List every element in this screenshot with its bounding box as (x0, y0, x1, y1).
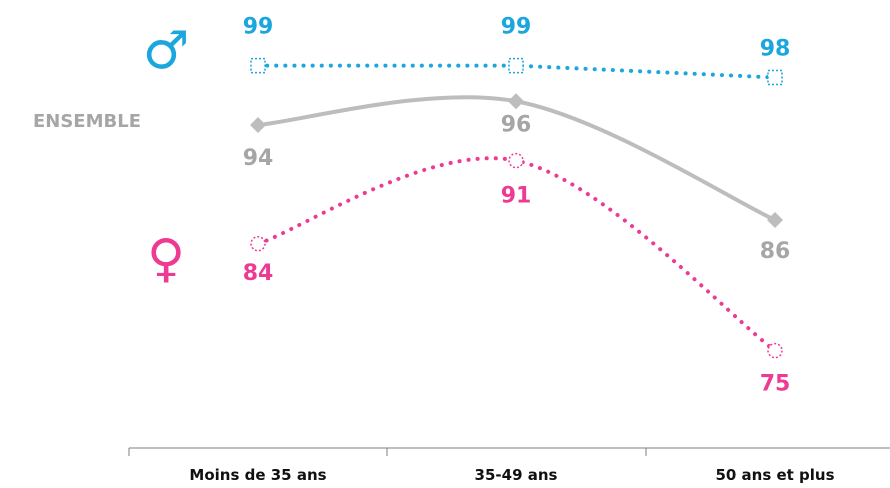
data-label-s1-2: 99 (501, 15, 532, 40)
data-point-s2-3 (767, 212, 783, 228)
data-point-s3-2 (508, 152, 524, 169)
data-label-s2-3: 86 (760, 239, 791, 264)
data-point-s1-1 (250, 57, 266, 74)
data-label-s3-1: 84 (243, 261, 274, 286)
data-point-s2-1 (250, 117, 266, 133)
data-label-s2-2: 96 (501, 112, 532, 137)
data-point-s1-2 (508, 57, 524, 74)
data-point-s1-3 (767, 69, 783, 86)
x-tick-label: Moins de 35 ans (189, 466, 326, 484)
male-symbol-icon: ♂ (143, 21, 190, 81)
x-tick-label: 50 ans et plus (715, 466, 834, 484)
data-point-s3-1 (250, 236, 266, 252)
data-label-s3-2: 91 (501, 184, 532, 209)
data-label-s1-3: 98 (760, 37, 791, 62)
data-label-s2-1: 94 (243, 146, 274, 171)
series-layer: 99 99 98 94 96 86 84 91 75 (243, 15, 791, 397)
data-label-s1-1: 99 (243, 15, 274, 40)
data-label-s3-3: 75 (760, 372, 791, 397)
series-label-ensemble: ENSEMBLE (33, 111, 141, 132)
female-symbol-icon: ♀ (147, 229, 185, 289)
series-line-3 (256, 156, 777, 353)
x-axis: Moins de 35 ans 35-49 ans 50 ans et plus (128, 448, 835, 484)
data-point-s2-2 (508, 93, 524, 110)
x-tick-label: 35-49 ans (475, 466, 558, 484)
data-point-s3-3 (767, 342, 783, 359)
